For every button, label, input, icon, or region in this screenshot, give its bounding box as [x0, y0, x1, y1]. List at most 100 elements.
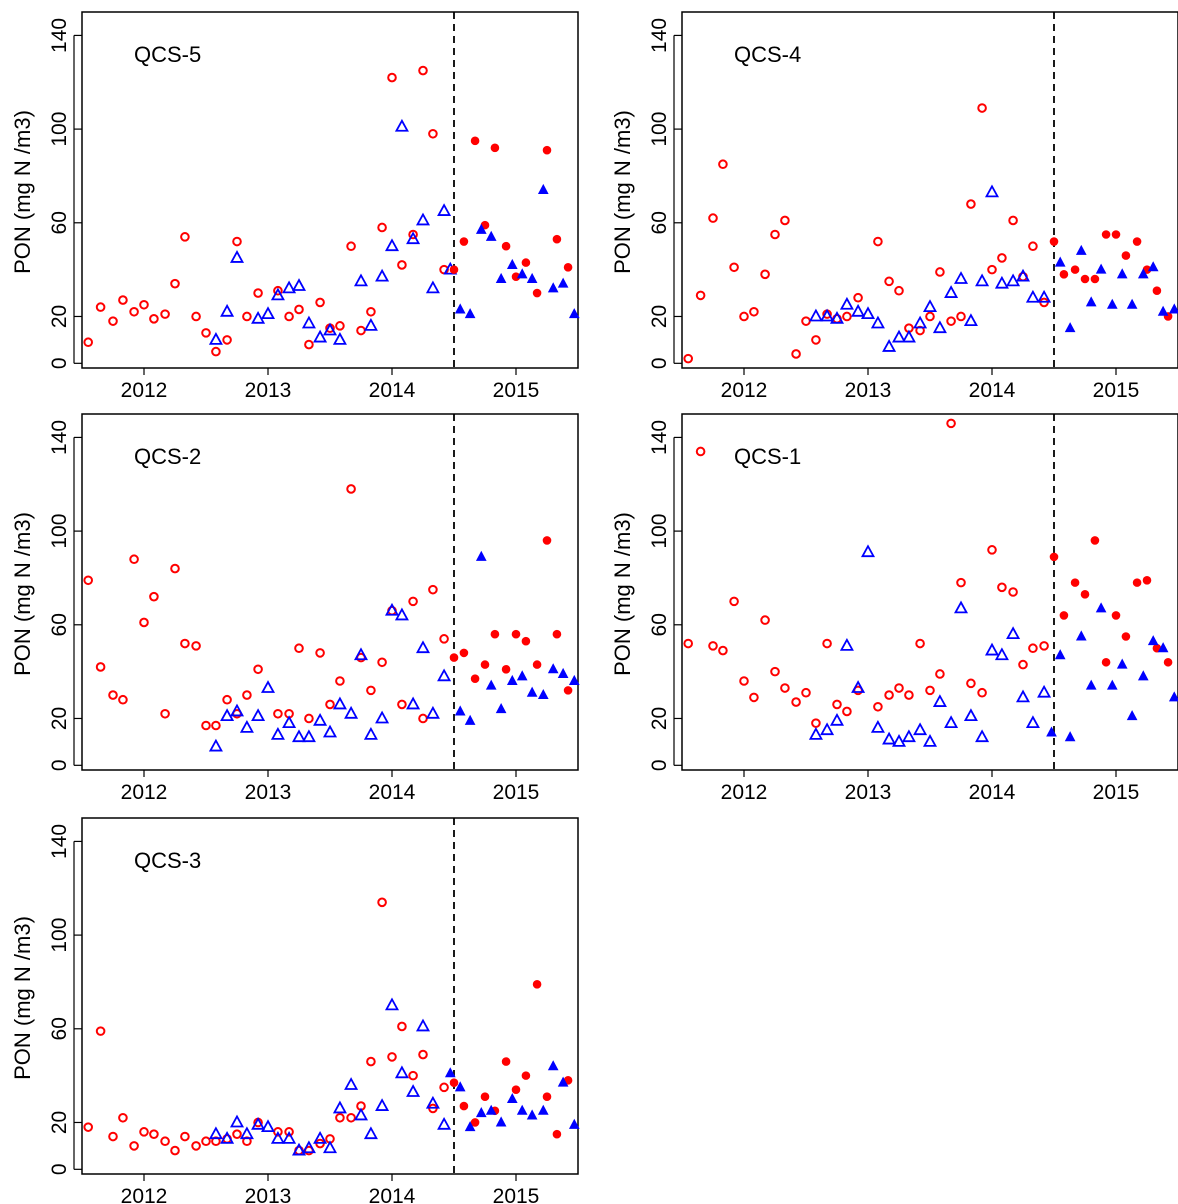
- data-point: [408, 1070, 418, 1081]
- data-point: [987, 264, 997, 275]
- data-point: [994, 275, 1009, 289]
- data-point: [563, 262, 573, 272]
- data-point: [718, 159, 728, 170]
- data-point: [220, 708, 235, 722]
- data-point: [160, 708, 170, 719]
- data-point: [820, 722, 835, 736]
- data-point: [118, 694, 128, 705]
- data-point: [853, 292, 863, 303]
- data-point: [1006, 626, 1021, 640]
- data-point: [353, 1107, 369, 1121]
- plot-frame: [681, 11, 1178, 369]
- data-point: [418, 713, 428, 724]
- data-point: [1059, 270, 1069, 279]
- data-point: [375, 710, 390, 724]
- x-tick-label: 2015: [1093, 379, 1140, 402]
- data-point: [1106, 298, 1118, 309]
- data-point: [108, 690, 118, 700]
- data-point: [375, 268, 390, 282]
- data-point: [454, 303, 466, 314]
- y-axis-label: PON (mg N /m3): [10, 512, 35, 676]
- y-tick-label: 20: [48, 1111, 71, 1134]
- data-point: [506, 1092, 518, 1104]
- data-point: [485, 230, 497, 241]
- data-point: [780, 683, 790, 693]
- data-point: [829, 712, 845, 726]
- data-point: [377, 222, 387, 233]
- data-point: [953, 271, 969, 284]
- y-axis-label: PON (mg N /m3): [610, 512, 635, 676]
- data-point: [977, 103, 987, 113]
- data-point: [935, 669, 945, 679]
- data-point: [501, 664, 511, 674]
- data-point: [495, 703, 507, 714]
- data-point: [363, 1126, 378, 1140]
- data-point: [251, 708, 266, 722]
- data-point: [83, 1122, 93, 1132]
- data-point: [760, 269, 770, 280]
- data-point: [994, 647, 1009, 661]
- data-point: [270, 287, 285, 301]
- data-point: [537, 183, 549, 194]
- data-point: [315, 648, 325, 658]
- data-point: [891, 329, 907, 343]
- data-point: [139, 299, 149, 310]
- data-point: [944, 715, 959, 729]
- data-point: [220, 1131, 235, 1144]
- data-point: [532, 288, 542, 298]
- data-point: [944, 285, 959, 298]
- data-point: [851, 303, 866, 317]
- data-point: [129, 306, 139, 317]
- data-point: [516, 1104, 528, 1115]
- data-point: [394, 118, 409, 132]
- data-point: [542, 536, 552, 545]
- data-point: [1037, 684, 1052, 698]
- data-point: [526, 686, 538, 697]
- data-point: [485, 679, 497, 690]
- data-point: [1121, 632, 1131, 641]
- y-tick-label: 0: [648, 759, 671, 771]
- data-point: [1168, 303, 1178, 314]
- data-point: [915, 638, 925, 649]
- x-tick-label: 2015: [493, 781, 540, 804]
- data-point: [1152, 286, 1162, 296]
- x-tick-label: 2015: [493, 379, 540, 402]
- data-point: [464, 308, 476, 319]
- data-point: [208, 738, 223, 752]
- data-point: [253, 288, 263, 298]
- data-point: [1147, 635, 1159, 646]
- data-point: [322, 724, 338, 738]
- data-point: [170, 563, 180, 574]
- panel-qcs-3: 2012 2013 2014 2015 0 20 60 100 140 PON (mg N /m3…: [10, 817, 580, 1204]
- data-point: [208, 332, 223, 345]
- data-point: [353, 273, 369, 287]
- data-point: [363, 727, 378, 740]
- x-tick-label: 2012: [121, 379, 168, 402]
- data-point: [490, 629, 500, 639]
- data-point: [95, 662, 106, 672]
- data-point: [304, 713, 314, 724]
- y-tick-label: 0: [48, 759, 71, 771]
- data-point: [108, 316, 118, 326]
- data-point: [394, 607, 409, 621]
- data-point: [366, 1056, 376, 1067]
- data-point: [387, 72, 397, 83]
- data-point: [870, 315, 885, 329]
- data-point: [997, 253, 1007, 263]
- data-point: [449, 265, 459, 274]
- data-point: [808, 727, 823, 740]
- data-point: [708, 641, 718, 651]
- data-point: [760, 615, 770, 625]
- data-point: [260, 1119, 276, 1133]
- data-point: [208, 1126, 223, 1140]
- data-point: [1095, 263, 1107, 274]
- data-point: [118, 1112, 128, 1123]
- data-point: [418, 65, 428, 76]
- data-point: [428, 584, 438, 595]
- data-point: [470, 674, 480, 683]
- data-point: [811, 718, 821, 728]
- data-point: [425, 280, 440, 294]
- data-point: [501, 241, 511, 251]
- data-point: [946, 316, 956, 326]
- data-point: [511, 1085, 521, 1094]
